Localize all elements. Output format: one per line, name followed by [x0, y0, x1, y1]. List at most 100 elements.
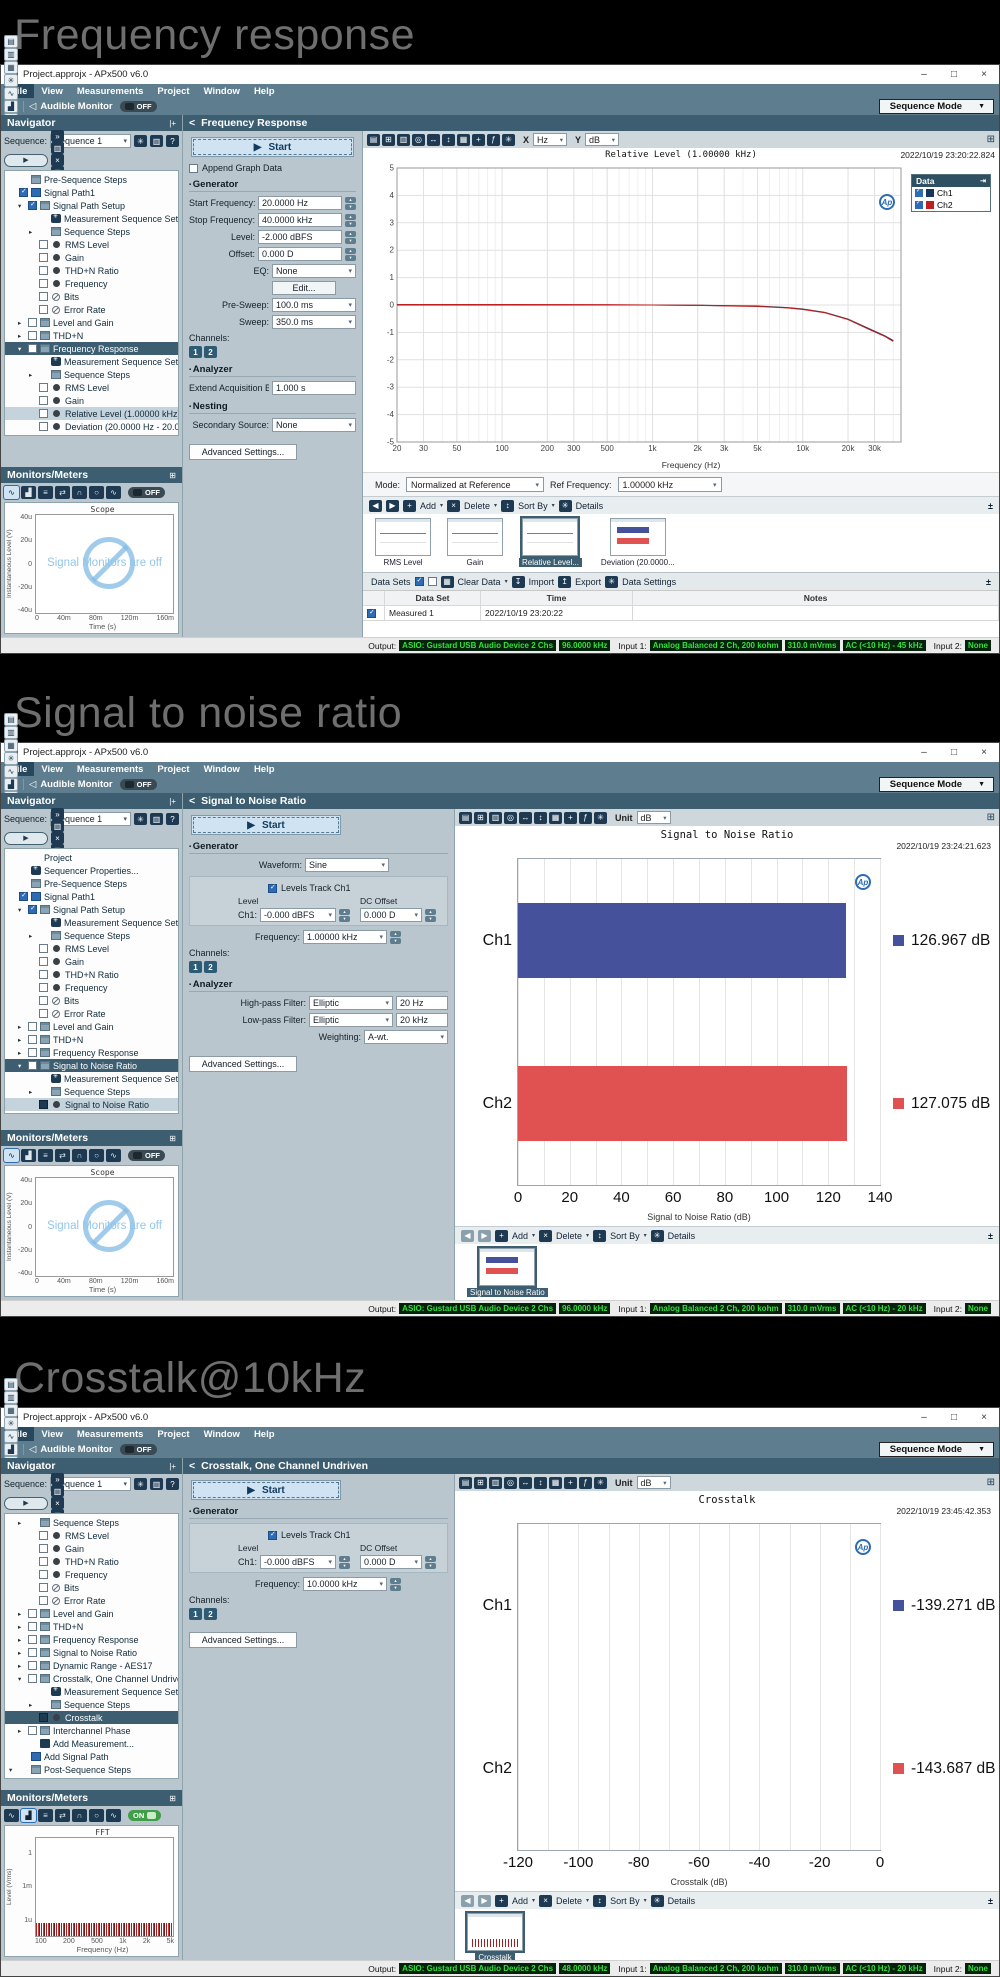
tree-checkbox[interactable] — [19, 187, 28, 197]
expand-arrow-icon[interactable]: ▸ — [18, 1636, 22, 1644]
monitor-icon[interactable]: ▟ — [21, 485, 36, 499]
graph-toolbar-icon[interactable]: + — [472, 133, 485, 146]
sort-results-label[interactable]: Sort By — [610, 1895, 640, 1906]
tree-row[interactable]: ▸ Frequency Response — [5, 1633, 178, 1646]
tree-row[interactable]: ▸ Sequence Steps — [5, 1085, 178, 1098]
details-icon[interactable]: ✳ — [558, 499, 572, 512]
export-label[interactable]: Export — [575, 576, 602, 587]
window-control-button[interactable]: × — [981, 1412, 987, 1423]
x-unit-select[interactable]: Hz ▾ — [533, 133, 568, 146]
tree-checkbox[interactable] — [39, 1570, 48, 1579]
menu-item[interactable]: Project — [157, 85, 190, 97]
tree-row[interactable]: THD+N Ratio — [5, 264, 178, 277]
monitor-icon[interactable]: ○ — [89, 485, 104, 499]
sequence-report-icon[interactable]: ▥ — [150, 1478, 163, 1490]
menu-item[interactable]: Measurements — [76, 763, 144, 775]
field-extra-input[interactable]: 20 Hz — [396, 996, 448, 1010]
result-thumbnail[interactable]: Relative Level... — [519, 516, 582, 567]
back-icon[interactable]: < — [189, 117, 196, 129]
monitor-toggle[interactable]: OFF — [128, 486, 165, 498]
add-result-label[interactable]: Add — [512, 1895, 529, 1906]
next-result-icon[interactable]: ▶ — [478, 1894, 491, 1907]
prev-result-icon[interactable]: ◀ — [461, 1229, 474, 1242]
graph-toolbar-icon[interactable]: ▦ — [457, 133, 470, 146]
sequence-report-icon[interactable]: ▥ — [150, 813, 163, 825]
monitors-expand-icon[interactable]: ⊞ — [169, 1133, 176, 1143]
expand-graph-icon[interactable]: ⊞ — [986, 1477, 995, 1488]
graph-toolbar-icon[interactable]: ▤ — [367, 133, 380, 146]
transport-icon[interactable]: » — [51, 808, 64, 820]
window-control-button[interactable]: × — [981, 69, 987, 80]
levels-track-checkbox[interactable] — [268, 883, 277, 893]
field-input[interactable]: 100.0 ms — [272, 298, 356, 312]
tree-row[interactable]: ▾ Frequency Response — [5, 342, 178, 355]
append-graph-checkbox[interactable] — [189, 163, 198, 173]
legend-item[interactable]: Ch2 — [912, 199, 990, 211]
transport-icon[interactable]: » — [51, 1473, 64, 1485]
status-badge[interactable]: Analog Balanced 2 Ch, 200 kohm — [649, 640, 782, 651]
next-result-icon[interactable]: ▶ — [386, 499, 399, 512]
transport-icon[interactable]: × — [51, 1497, 64, 1509]
graph-toolbar-icon[interactable]: ✳ — [594, 811, 607, 824]
collapse-strip-icon[interactable]: ± — [988, 500, 993, 511]
collapse-strip-icon[interactable]: ± — [986, 576, 991, 587]
menu-item[interactable]: Help — [253, 763, 275, 775]
tree-checkbox[interactable] — [28, 1648, 37, 1657]
menu-item[interactable]: Project — [157, 763, 190, 775]
toolbar-icon[interactable]: ✳ — [4, 1417, 18, 1430]
monitor-icon[interactable]: ∩ — [72, 485, 87, 499]
import-icon[interactable]: ↧ — [511, 575, 525, 588]
tree-row[interactable]: RMS Level — [5, 942, 178, 955]
tree-row[interactable]: Measurement Sequence Settings... — [5, 916, 178, 929]
menu-item[interactable]: Help — [253, 85, 275, 97]
monitor-icon[interactable]: ○ — [89, 1148, 104, 1162]
tree-row[interactable]: ▾ Signal to Noise Ratio — [5, 1059, 178, 1072]
nesting-section-label[interactable]: Nesting — [189, 401, 356, 414]
tree-checkbox[interactable] — [28, 344, 37, 353]
monitor-icon[interactable]: ∿ — [106, 485, 121, 499]
graph-toolbar-icon[interactable]: ↔ — [519, 1476, 532, 1489]
expand-arrow-icon[interactable]: ▾ — [9, 1766, 13, 1774]
graph-toolbar-icon[interactable]: ◎ — [504, 1476, 517, 1489]
expand-arrow-icon[interactable]: ▸ — [18, 1623, 22, 1631]
spinner[interactable]: ▴ ▾ — [345, 247, 356, 261]
details-label[interactable]: Details — [667, 1895, 696, 1906]
expand-arrow-icon[interactable]: ▾ — [18, 202, 22, 210]
tree-row[interactable]: Add Measurement... — [5, 1737, 178, 1750]
spinner[interactable]: ▴ ▾ — [345, 196, 356, 210]
window-control-button[interactable]: □ — [950, 69, 958, 80]
tree-checkbox[interactable] — [39, 996, 48, 1005]
window-control-button[interactable]: □ — [950, 747, 958, 758]
tree-row[interactable]: Bits — [5, 1581, 178, 1594]
toolbar-icon[interactable]: ▟ — [4, 100, 18, 113]
analyzer-section-label[interactable]: Analyzer — [189, 979, 448, 992]
toolbar-icon[interactable]: ∿ — [4, 87, 18, 100]
expand-arrow-icon[interactable]: ▸ — [18, 1049, 22, 1057]
tree-row[interactable]: Bits — [5, 290, 178, 303]
add-result-icon[interactable]: + — [403, 499, 416, 512]
tree-row[interactable]: ▸ Sequence Steps — [5, 1516, 178, 1529]
graph-toolbar-icon[interactable]: ◎ — [504, 811, 517, 824]
toolbar-icon[interactable]: ▦ — [4, 1404, 18, 1417]
field-input[interactable]: A-wt. — [364, 1030, 448, 1044]
tree-row[interactable]: Frequency — [5, 277, 178, 290]
transport-icon[interactable]: × — [51, 154, 64, 166]
graph-toolbar-icon[interactable]: ✳ — [502, 133, 515, 146]
y-unit-select[interactable]: dB ▾ — [585, 133, 620, 146]
tree-row[interactable]: Gain — [5, 251, 178, 264]
nav-pin-icon[interactable]: |+ — [169, 796, 176, 806]
graph-toolbar-icon[interactable]: ↕ — [442, 133, 455, 146]
expand-arrow-icon[interactable]: ▸ — [18, 332, 22, 340]
expand-arrow-icon[interactable]: ▸ — [18, 1036, 22, 1044]
status-badge[interactable]: 96.0000 kHz — [559, 640, 611, 651]
tree-checkbox[interactable] — [39, 944, 48, 953]
result-thumbnail[interactable]: Crosstalk — [465, 1911, 525, 1960]
tree-row[interactable]: Crosstalk — [5, 1711, 178, 1724]
help-button[interactable]: ? — [166, 135, 179, 147]
menu-item[interactable]: Project — [157, 1428, 190, 1440]
monitor-icon[interactable]: ∿ — [3, 484, 20, 500]
tree-row[interactable]: Deviation (20.0000 Hz - 20.0000 kHz) — [5, 420, 178, 433]
start-button[interactable]: ▶ Start — [191, 815, 341, 835]
analyzer-section-label[interactable]: Analyzer — [189, 364, 356, 377]
tree-row[interactable]: THD+N Ratio — [5, 968, 178, 981]
